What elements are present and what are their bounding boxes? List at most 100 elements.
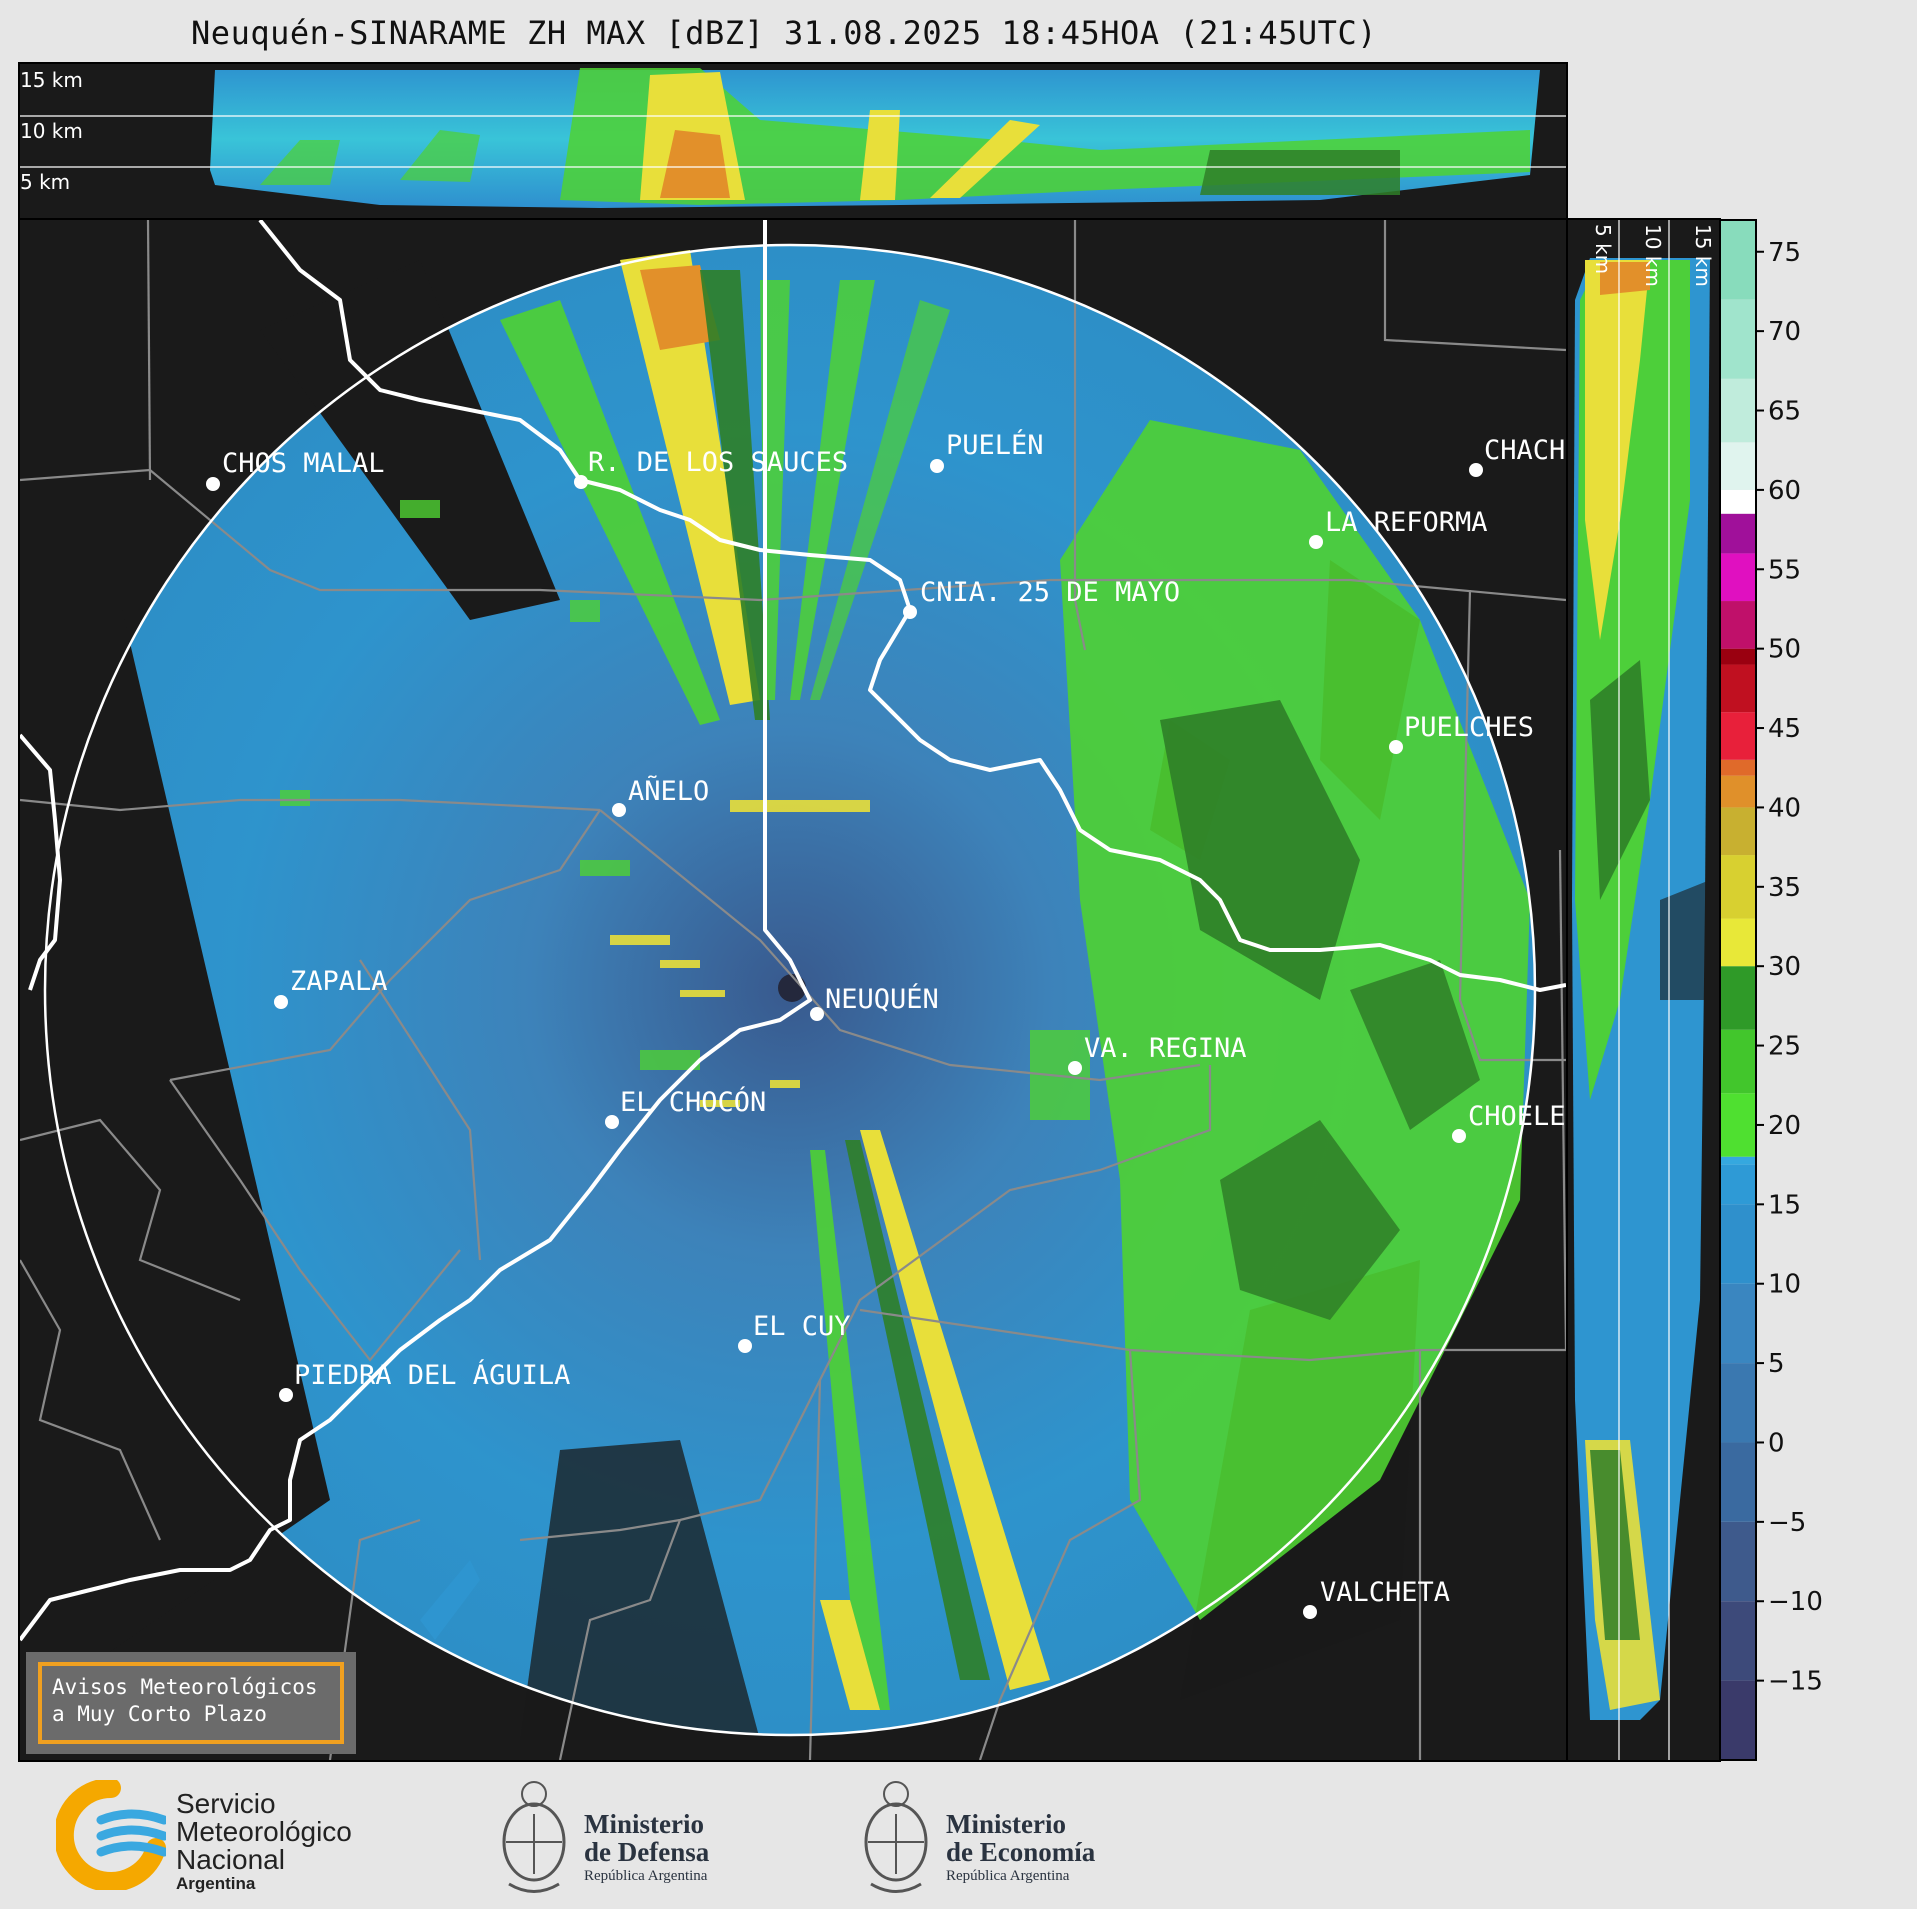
ministry-text: Ministerio — [946, 1809, 1066, 1839]
ministry-text: Ministerio — [584, 1809, 704, 1839]
colorbar-band — [1720, 489, 1756, 514]
colorbar-tick-label: 65 — [1768, 397, 1801, 427]
colorbar-band — [1720, 664, 1756, 713]
colorbar-band — [1720, 775, 1756, 808]
city-label: CHOELE — [1468, 1101, 1566, 1132]
top-cross-section-panel: 15 km 10 km 5 km — [18, 62, 1568, 220]
ministry-text: de Economía — [946, 1837, 1096, 1867]
coat-of-arms-icon — [502, 1781, 566, 1893]
city-marker: CHOELE — [1452, 1101, 1566, 1143]
city-label: VALCHETA — [1320, 1577, 1450, 1608]
smn-text: Servicio — [176, 1788, 276, 1819]
colorbar-tick-label: 25 — [1768, 1032, 1801, 1062]
colorbar-tick-label: 15 — [1768, 1190, 1801, 1220]
ministry-text: de Defensa — [584, 1837, 710, 1867]
colorbar-band — [1720, 918, 1756, 967]
colorbar-band — [1720, 1283, 1756, 1364]
city-marker: AÑELO — [612, 775, 709, 817]
colorbar-tick-label: 0 — [1768, 1428, 1785, 1458]
colorbar-band — [1720, 1204, 1756, 1284]
footer-logos: Servicio Meteorológico Nacional Argentin… — [0, 1760, 1917, 1909]
colorbar-tick-label: 10 — [1768, 1270, 1801, 1300]
city-markers: CHOS MALAL R. DE LOS SAUCES PUELÉN CHACH… — [206, 429, 1566, 1619]
top-alt-label: 10 km — [20, 119, 83, 143]
colorbar-tick-label: −5 — [1768, 1508, 1806, 1538]
city-label: CNIA. 25 DE MAYO — [920, 577, 1180, 608]
smn-text: Argentina — [176, 1874, 256, 1893]
city-marker: PIEDRA DEL ÁGUILA — [279, 1359, 570, 1402]
colorbar-band — [1720, 1093, 1756, 1157]
smn-logo: Servicio Meteorológico Nacional Argentin… — [53, 1777, 396, 1893]
colorbar-tick-label: 55 — [1768, 555, 1801, 585]
colorbar-band — [1720, 601, 1756, 649]
colorbar-band — [1720, 378, 1756, 443]
smn-text: Nacional — [176, 1844, 285, 1875]
city-label: VA. REGINA — [1084, 1033, 1247, 1064]
city-label: EL CUY — [753, 1311, 851, 1342]
city-marker: VA. REGINA — [1068, 1033, 1247, 1075]
city-marker: CNIA. 25 DE MAYO — [903, 577, 1180, 619]
colorbar-tick-label: 5 — [1768, 1349, 1785, 1379]
city-label: PIEDRA DEL ÁGUILA — [294, 1359, 570, 1391]
city-marker: EL CHOCÓN — [605, 1086, 766, 1129]
city-marker: LA REFORMA — [1309, 507, 1488, 549]
ministerio-defensa-logo: Ministerio de Defensa República Argentin… — [494, 1774, 754, 1899]
colorbar-band — [1720, 712, 1756, 760]
colorbar-tick-label: 70 — [1768, 317, 1801, 347]
city-label: R. DE LOS SAUCES — [588, 447, 848, 478]
colorbar-tick-label: 20 — [1768, 1111, 1801, 1141]
colorbar-band — [1720, 1363, 1756, 1443]
echo-spoke-south — [860, 1130, 1050, 1690]
city-marker: PUELÉN — [930, 429, 1044, 473]
colorbar-band — [1720, 648, 1756, 665]
side-alt-label: 5 km — [1591, 224, 1615, 274]
colorbar-band — [1720, 966, 1756, 1030]
side-cross-section-panel: 5 km 10 km 15 km — [1566, 218, 1721, 1762]
colorbar-tick-label: 75 — [1768, 238, 1801, 268]
city-label: ZAPALA — [290, 966, 388, 997]
warning-notice-box[interactable]: Avisos Meteorológicos a Muy Corto Plazo — [26, 1652, 356, 1754]
city-marker: ZAPALA — [274, 966, 388, 1009]
smn-logo-icon — [53, 1777, 169, 1892]
city-label: NEUQUÉN — [825, 983, 939, 1015]
coat-of-arms-icon — [864, 1781, 928, 1893]
echo-spoke-north — [620, 250, 760, 705]
radar-map-panel: CHOS MALAL R. DE LOS SAUCES PUELÉN CHACH… — [18, 218, 1568, 1762]
colorbar-band — [1720, 1029, 1756, 1094]
city-marker: VALCHETA — [1303, 1577, 1450, 1619]
colorbar-bands — [1720, 220, 1756, 1760]
colorbar-band — [1720, 759, 1756, 776]
city-label: PUELCHES — [1404, 712, 1534, 743]
colorbar-tick-label: −10 — [1768, 1587, 1823, 1617]
city-label: CHOS MALAL — [222, 448, 385, 479]
colorbar-band — [1720, 442, 1756, 490]
notice-line: Avisos Meteorológicos — [52, 1675, 318, 1699]
ministry-text: República Argentina — [584, 1868, 708, 1884]
city-marker: CHACH — [1469, 435, 1565, 477]
range-ring — [43, 243, 1537, 1737]
colorbar-band — [1720, 1521, 1756, 1602]
colorbar-band — [1720, 807, 1756, 856]
colorbar-band — [1720, 855, 1756, 919]
smn-text: Meteorológico — [176, 1816, 352, 1847]
colorbar-band — [1720, 1156, 1756, 1165]
top-alt-label: 15 km — [20, 68, 83, 92]
ministerio-economia-logo: Ministerio de Economía República Argenti… — [856, 1774, 1116, 1899]
city-label: CHACH — [1484, 435, 1565, 466]
colorbar-tick-label: 35 — [1768, 873, 1801, 903]
ministry-text: República Argentina — [946, 1868, 1070, 1884]
colorbar-band — [1720, 1601, 1756, 1681]
colorbar-band — [1720, 299, 1756, 379]
colorbar-band — [1720, 220, 1756, 300]
province-boundaries — [20, 220, 1566, 1642]
colorbar-band — [1720, 1680, 1756, 1760]
city-marker: CHOS MALAL — [206, 448, 385, 491]
colorbar-band — [1720, 513, 1756, 554]
chart-title: Neuquén-SINARAME ZH MAX [dBZ] 31.08.2025… — [191, 14, 1377, 52]
notice-line: a Muy Corto Plazo — [52, 1702, 267, 1726]
city-label: AÑELO — [628, 775, 709, 807]
city-label: LA REFORMA — [1325, 507, 1488, 538]
